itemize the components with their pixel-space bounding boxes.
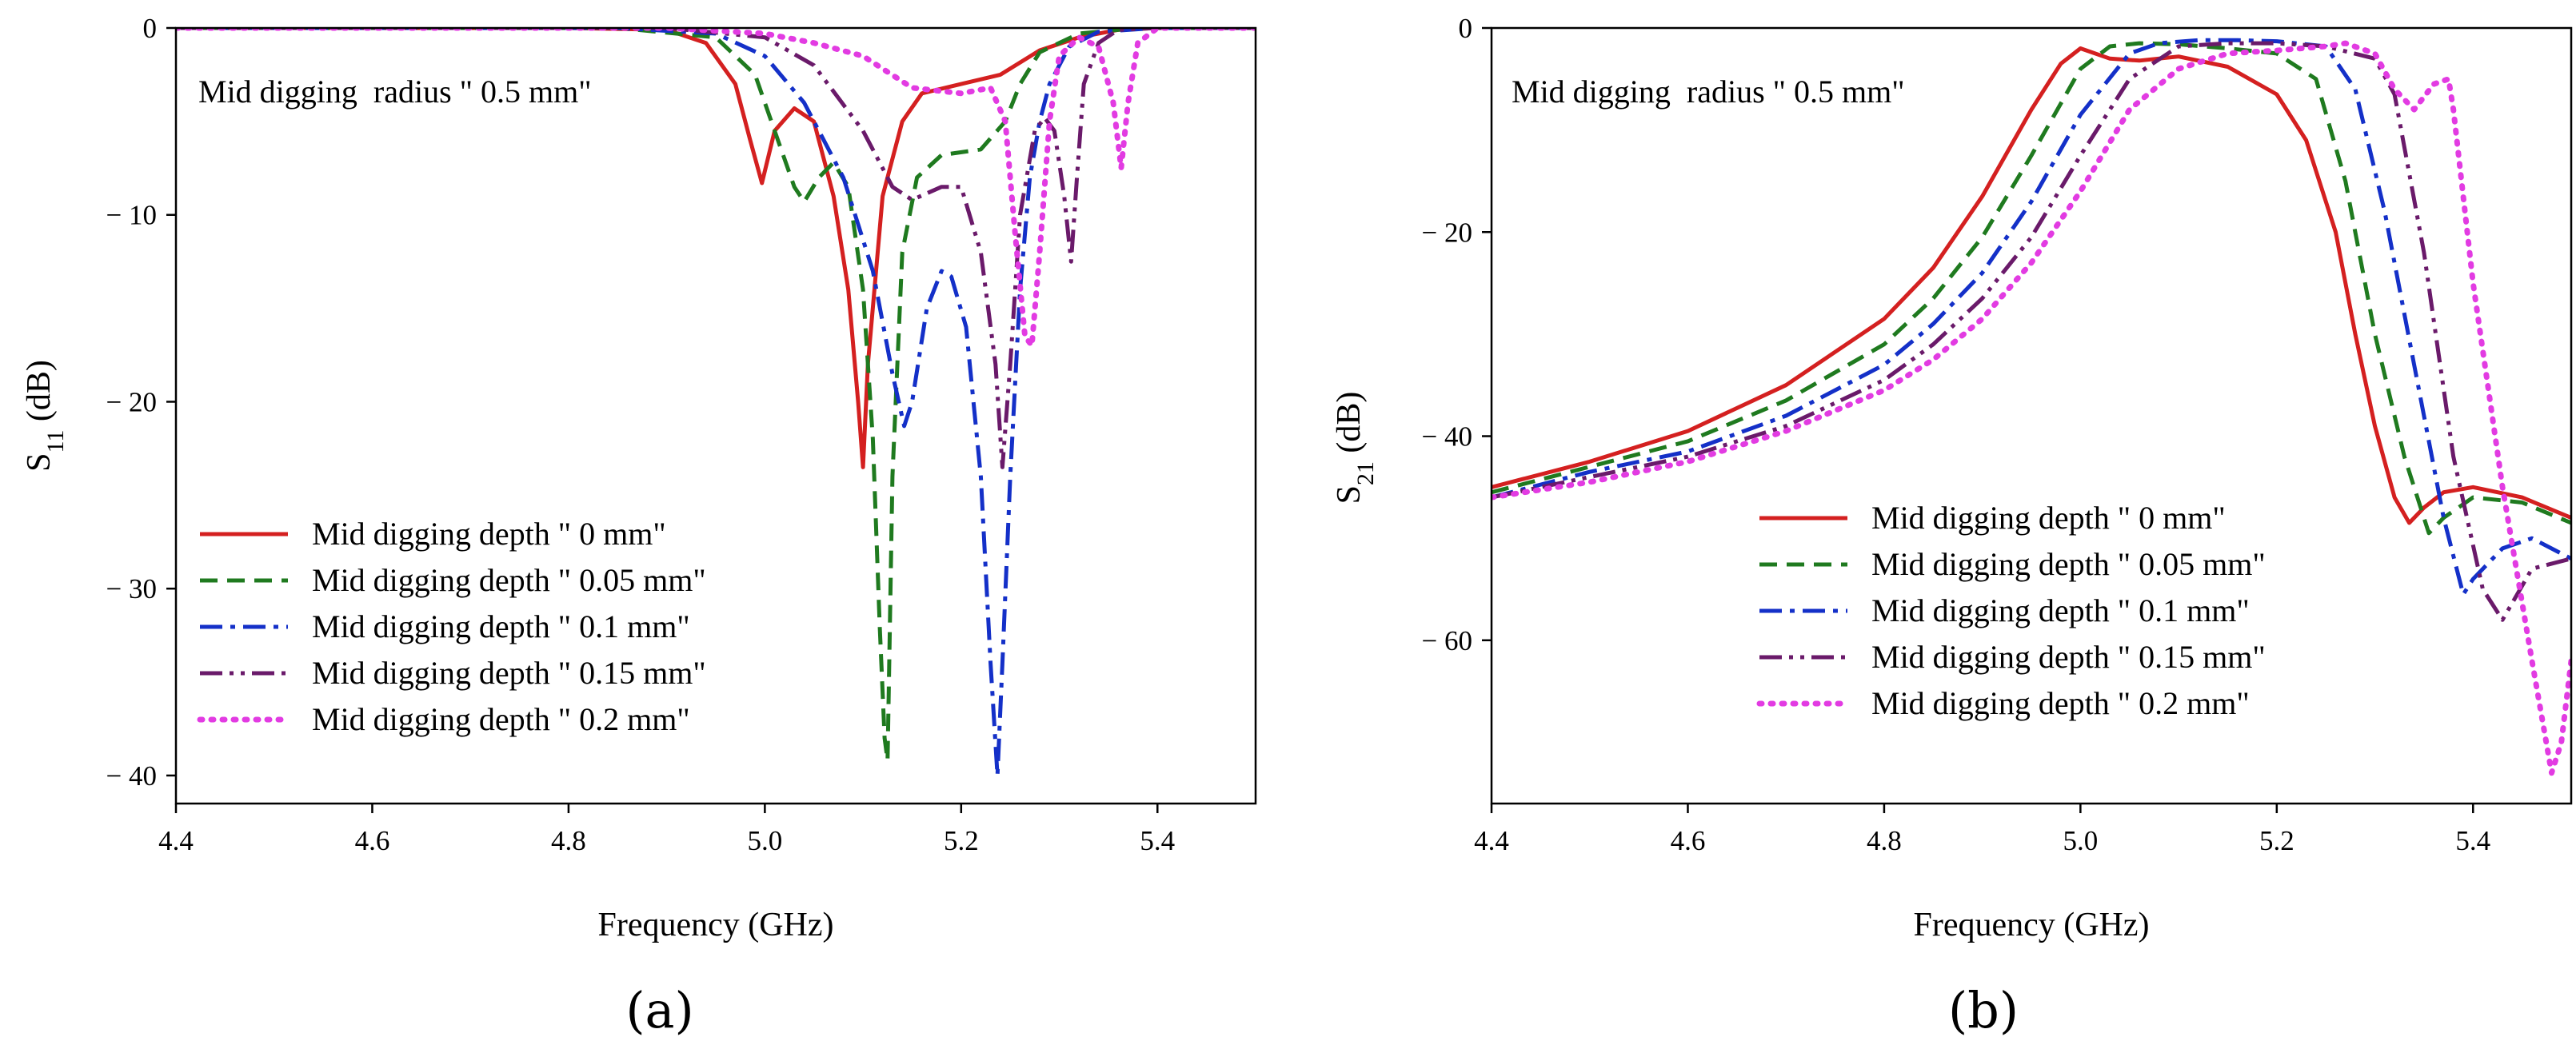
chart-panel-b: 4.4 4.6 4.8 5.0 5.2 5.4 0 − 20 − 40 − 60 Mid digg…	[1331, 13, 2573, 1039]
legend-label-a-1: Mid digging depth " 0.05 mm"	[312, 562, 706, 598]
series-line-b-3	[1492, 41, 2571, 622]
ticks-group-a: 4.4 4.6 4.8 5.0 5.2 5.4 0 − 10 − 20 − 30 − 40	[106, 13, 1176, 856]
y-axis-label-unit-b: (dB)	[1331, 392, 1368, 462]
series-group-b	[1492, 38, 2571, 776]
x-tick-label-a-2: 4.8	[551, 825, 586, 856]
y-tick-label-b-2: − 40	[1422, 421, 1473, 453]
series-line-b-2	[1492, 38, 2571, 596]
legend-label-a-0: Mid digging depth " 0 mm"	[312, 516, 666, 552]
legend-b: Mid digging depth " 0 mm" Mid digging dep…	[1756, 500, 2266, 721]
y-axis-label-unit-a: (dB)	[21, 360, 58, 430]
legend-label-b-3: Mid digging depth " 0.15 mm"	[1871, 639, 2266, 675]
legend-label-b-1: Mid digging depth " 0.05 mm"	[1871, 546, 2266, 582]
plot-frame-a	[174, 26, 1257, 805]
series-line-a-1	[176, 28, 1256, 763]
x-tick-label-b-3: 5.0	[2063, 825, 2098, 856]
series-line-a-4	[176, 28, 1256, 349]
annotation-b: Mid digging radius " 0.5 mm"	[1512, 74, 1905, 110]
y-axis-label-main-a: S	[21, 453, 58, 472]
legend-a: Mid digging depth " 0 mm" Mid digging dep…	[197, 516, 706, 737]
x-tick-label-a-3: 5.0	[747, 825, 782, 856]
y-tick-label-a-3: − 30	[106, 573, 158, 604]
ticks-group-b: 4.4 4.6 4.8 5.0 5.2 5.4 0 − 20 − 40 − 60	[1422, 13, 2491, 856]
legend-label-a-3: Mid digging depth " 0.15 mm"	[312, 655, 706, 691]
legend-label-a-2: Mid digging depth " 0.1 mm"	[312, 608, 690, 644]
x-tick-label-a-4: 5.2	[944, 825, 979, 856]
series-line-b-4	[1492, 40, 2571, 776]
y-tick-label-b-1: − 20	[1422, 217, 1473, 248]
series-line-b-1	[1492, 41, 2571, 536]
chart-panel-a: 4.4 4.6 4.8 5.0 5.2 5.4 0 − 10 − 20 − 30 − 40 Mid …	[21, 13, 1257, 1039]
y-tick-label-b-0: 0	[1459, 13, 1473, 44]
x-tick-label-b-1: 4.6	[1671, 825, 1706, 856]
series-line-a-3	[176, 28, 1256, 469]
y-axis-label-sub-a: 11	[42, 430, 69, 453]
legend-label-a-4: Mid digging depth " 0.2 mm"	[312, 701, 690, 737]
y-tick-label-a-4: − 40	[106, 760, 158, 792]
x-tick-label-b-4: 5.2	[2259, 825, 2294, 856]
y-tick-label-b-3: − 60	[1422, 625, 1473, 656]
panel-label-a: (a)	[625, 981, 693, 1039]
x-tick-label-b-5: 5.4	[2455, 825, 2490, 856]
y-tick-label-a-0: 0	[143, 13, 158, 44]
y-tick-label-a-1: − 10	[106, 200, 158, 231]
series-group-a	[176, 28, 1256, 778]
y-axis-label-sub-b: 21	[1352, 461, 1379, 485]
y-axis-label-b: S21 (dB)	[1331, 392, 1379, 505]
y-tick-label-a-2: − 20	[106, 386, 158, 417]
x-axis-label-a: Frequency (GHz)	[597, 907, 833, 943]
x-tick-label-a-1: 4.6	[355, 825, 390, 856]
x-tick-label-a-5: 5.4	[1140, 825, 1175, 856]
y-axis-label-main-b: S	[1331, 485, 1368, 504]
panel-label-b: (b)	[1948, 981, 2019, 1039]
x-tick-label-b-2: 4.8	[1867, 825, 1902, 856]
y-axis-label-a: S11 (dB)	[21, 360, 69, 472]
x-tick-label-b-0: 4.4	[1474, 825, 1509, 856]
annotation-a: Mid digging radius " 0.5 mm"	[198, 74, 592, 110]
legend-label-b-0: Mid digging depth " 0 mm"	[1871, 500, 2226, 536]
series-line-a-2	[176, 28, 1256, 778]
x-tick-label-a-0: 4.4	[158, 825, 194, 856]
legend-label-b-4: Mid digging depth " 0.2 mm"	[1871, 685, 2250, 721]
legend-label-b-2: Mid digging depth " 0.1 mm"	[1871, 592, 2250, 628]
x-axis-label-b: Frequency (GHz)	[1913, 907, 2149, 943]
plot-frame-b	[1490, 26, 2573, 805]
